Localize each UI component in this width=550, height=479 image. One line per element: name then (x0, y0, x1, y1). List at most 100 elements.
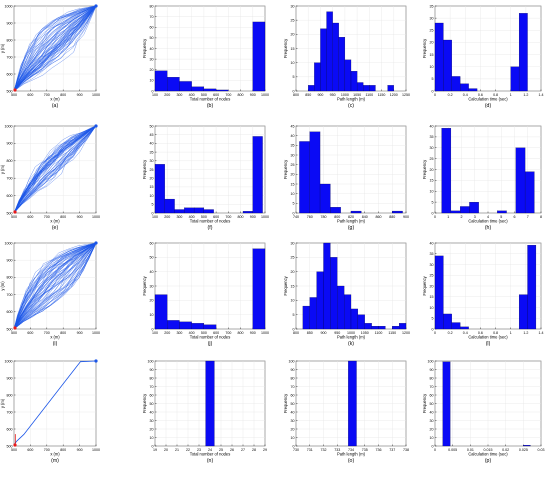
y-tick-label: 10 (150, 79, 154, 83)
bars (299, 131, 403, 214)
x-tick-label: 900 (250, 331, 256, 335)
x-tick-label: 1150 (378, 93, 386, 97)
x-tick-label: 3 (474, 215, 476, 219)
histogram-bar (350, 308, 358, 330)
trajectory-path (13, 242, 97, 330)
x-tick-label: 19 (153, 448, 157, 452)
y-tick-label: 0 (152, 444, 154, 448)
trajectory-path (13, 242, 97, 330)
histogram-bar (344, 59, 352, 92)
panel-label: (b) (207, 103, 214, 109)
y-tick-label: 0 (293, 327, 295, 331)
histogram-bar (442, 361, 451, 447)
goal-marker (94, 241, 98, 245)
trajectory-path (13, 125, 97, 214)
trajectory-path (13, 5, 97, 92)
histogram-bar (378, 326, 386, 330)
histogram-bar (319, 183, 331, 214)
histogram-bar (164, 198, 175, 214)
x-tick-label: 800 (60, 331, 66, 335)
y-tick-label: 40 (150, 410, 154, 414)
histogram-bar (174, 209, 185, 214)
trajectory-path (13, 242, 97, 330)
x-tick-label: 737 (389, 448, 395, 452)
histogram-bar (441, 128, 452, 214)
x-tick-label: 800 (238, 93, 244, 97)
x-tick-label: 27 (241, 448, 245, 452)
trajectory-path (13, 5, 97, 92)
y-tick-label: 70 (150, 385, 154, 389)
bars (348, 360, 357, 447)
y-tick-label: 15 (291, 47, 295, 51)
x-axis-label: Total number of nodes (190, 452, 231, 457)
x-tick-label: 1000 (92, 331, 100, 335)
y-tick-label: 15 (150, 185, 154, 189)
x-tick-label: 8 (540, 215, 542, 219)
x-tick-label: 500 (11, 448, 17, 452)
x-tick-label: 0.005 (448, 448, 457, 452)
panel-j: 100 200 300 400 500 600 700 800 900 1000 0 10 20 30 40… (142, 241, 269, 347)
y-tick-label: 20 (150, 68, 154, 72)
histogram-bar (363, 85, 370, 92)
y-tick-label: 100 (289, 359, 295, 363)
trajectory-path (13, 242, 97, 330)
x-tick-label: 760 (307, 215, 313, 219)
histogram-bar (191, 86, 205, 92)
y-tick-label: 800 (7, 38, 13, 42)
goal-marker (94, 4, 98, 8)
histogram-bar (357, 314, 365, 330)
x-tick-label: 20 (164, 448, 168, 452)
trajectory-path (13, 5, 97, 92)
x-tick-label: 100 (152, 93, 158, 97)
x-tick-label: 600 (213, 215, 219, 219)
histogram-bar (314, 62, 321, 92)
x-tick-label: 800 (60, 93, 66, 97)
x-tick-label: 1.4 (539, 331, 544, 335)
histogram-bar (451, 76, 461, 92)
x-tick-label: 1100 (375, 331, 383, 335)
y-tick-label: 20 (430, 41, 434, 45)
trajectory-path (13, 242, 97, 330)
x-tick-label: 7 (527, 215, 529, 219)
trajectory-path (13, 125, 97, 214)
panel-m: 500 600 700 800 900 1000 500 600 700 800 900 1000 x … (0, 359, 100, 464)
x-tick-label: 22 (186, 448, 190, 452)
y-tick-label: 0 (432, 89, 434, 93)
trajectory-path (13, 5, 97, 92)
trajectory-path (13, 5, 97, 92)
x-tick-label: 400 (189, 93, 195, 97)
y-tick-label: 15 (291, 182, 295, 186)
histogram-bar (434, 22, 444, 92)
y-tick-label: 80 (430, 376, 434, 380)
histogram-bar (323, 242, 331, 330)
x-tick-label: 850 (305, 93, 311, 97)
x-tick-label: 1 (510, 93, 512, 97)
y-tick-label: 40 (150, 270, 154, 274)
x-tick-label: 0.015 (484, 448, 493, 452)
x-tick-label: 0 (434, 331, 436, 335)
x-tick-label: 800 (293, 93, 299, 97)
y-tick-label: 10 (150, 436, 154, 440)
histogram-bar (356, 82, 364, 92)
y-tick-label: 500 (7, 327, 13, 331)
y-tick-label: 900 (7, 142, 13, 146)
y-tick-label: 45 (150, 133, 154, 137)
histogram-bar (518, 294, 528, 330)
start-marker (13, 443, 17, 447)
x-tick-label: 1000 (341, 93, 349, 97)
x-tick-label: 1050 (361, 331, 369, 335)
histogram-bar (497, 210, 507, 214)
y-tick-label: 0 (152, 327, 154, 331)
trajectory-path (13, 242, 97, 330)
axes-box (13, 360, 97, 447)
trajectory-path (13, 242, 97, 330)
x-tick-label: 600 (27, 448, 33, 452)
trajectory-path (13, 125, 97, 214)
panel-label: (p) (485, 458, 492, 464)
y-tick-label: 40 (430, 124, 434, 128)
x-axis-label: Path length (m) (337, 219, 366, 224)
y-tick-label: 70 (150, 15, 154, 19)
histogram-bar (392, 210, 403, 214)
x-tick-label: 1000 (92, 215, 100, 219)
x-tick-label: 735 (362, 448, 368, 452)
